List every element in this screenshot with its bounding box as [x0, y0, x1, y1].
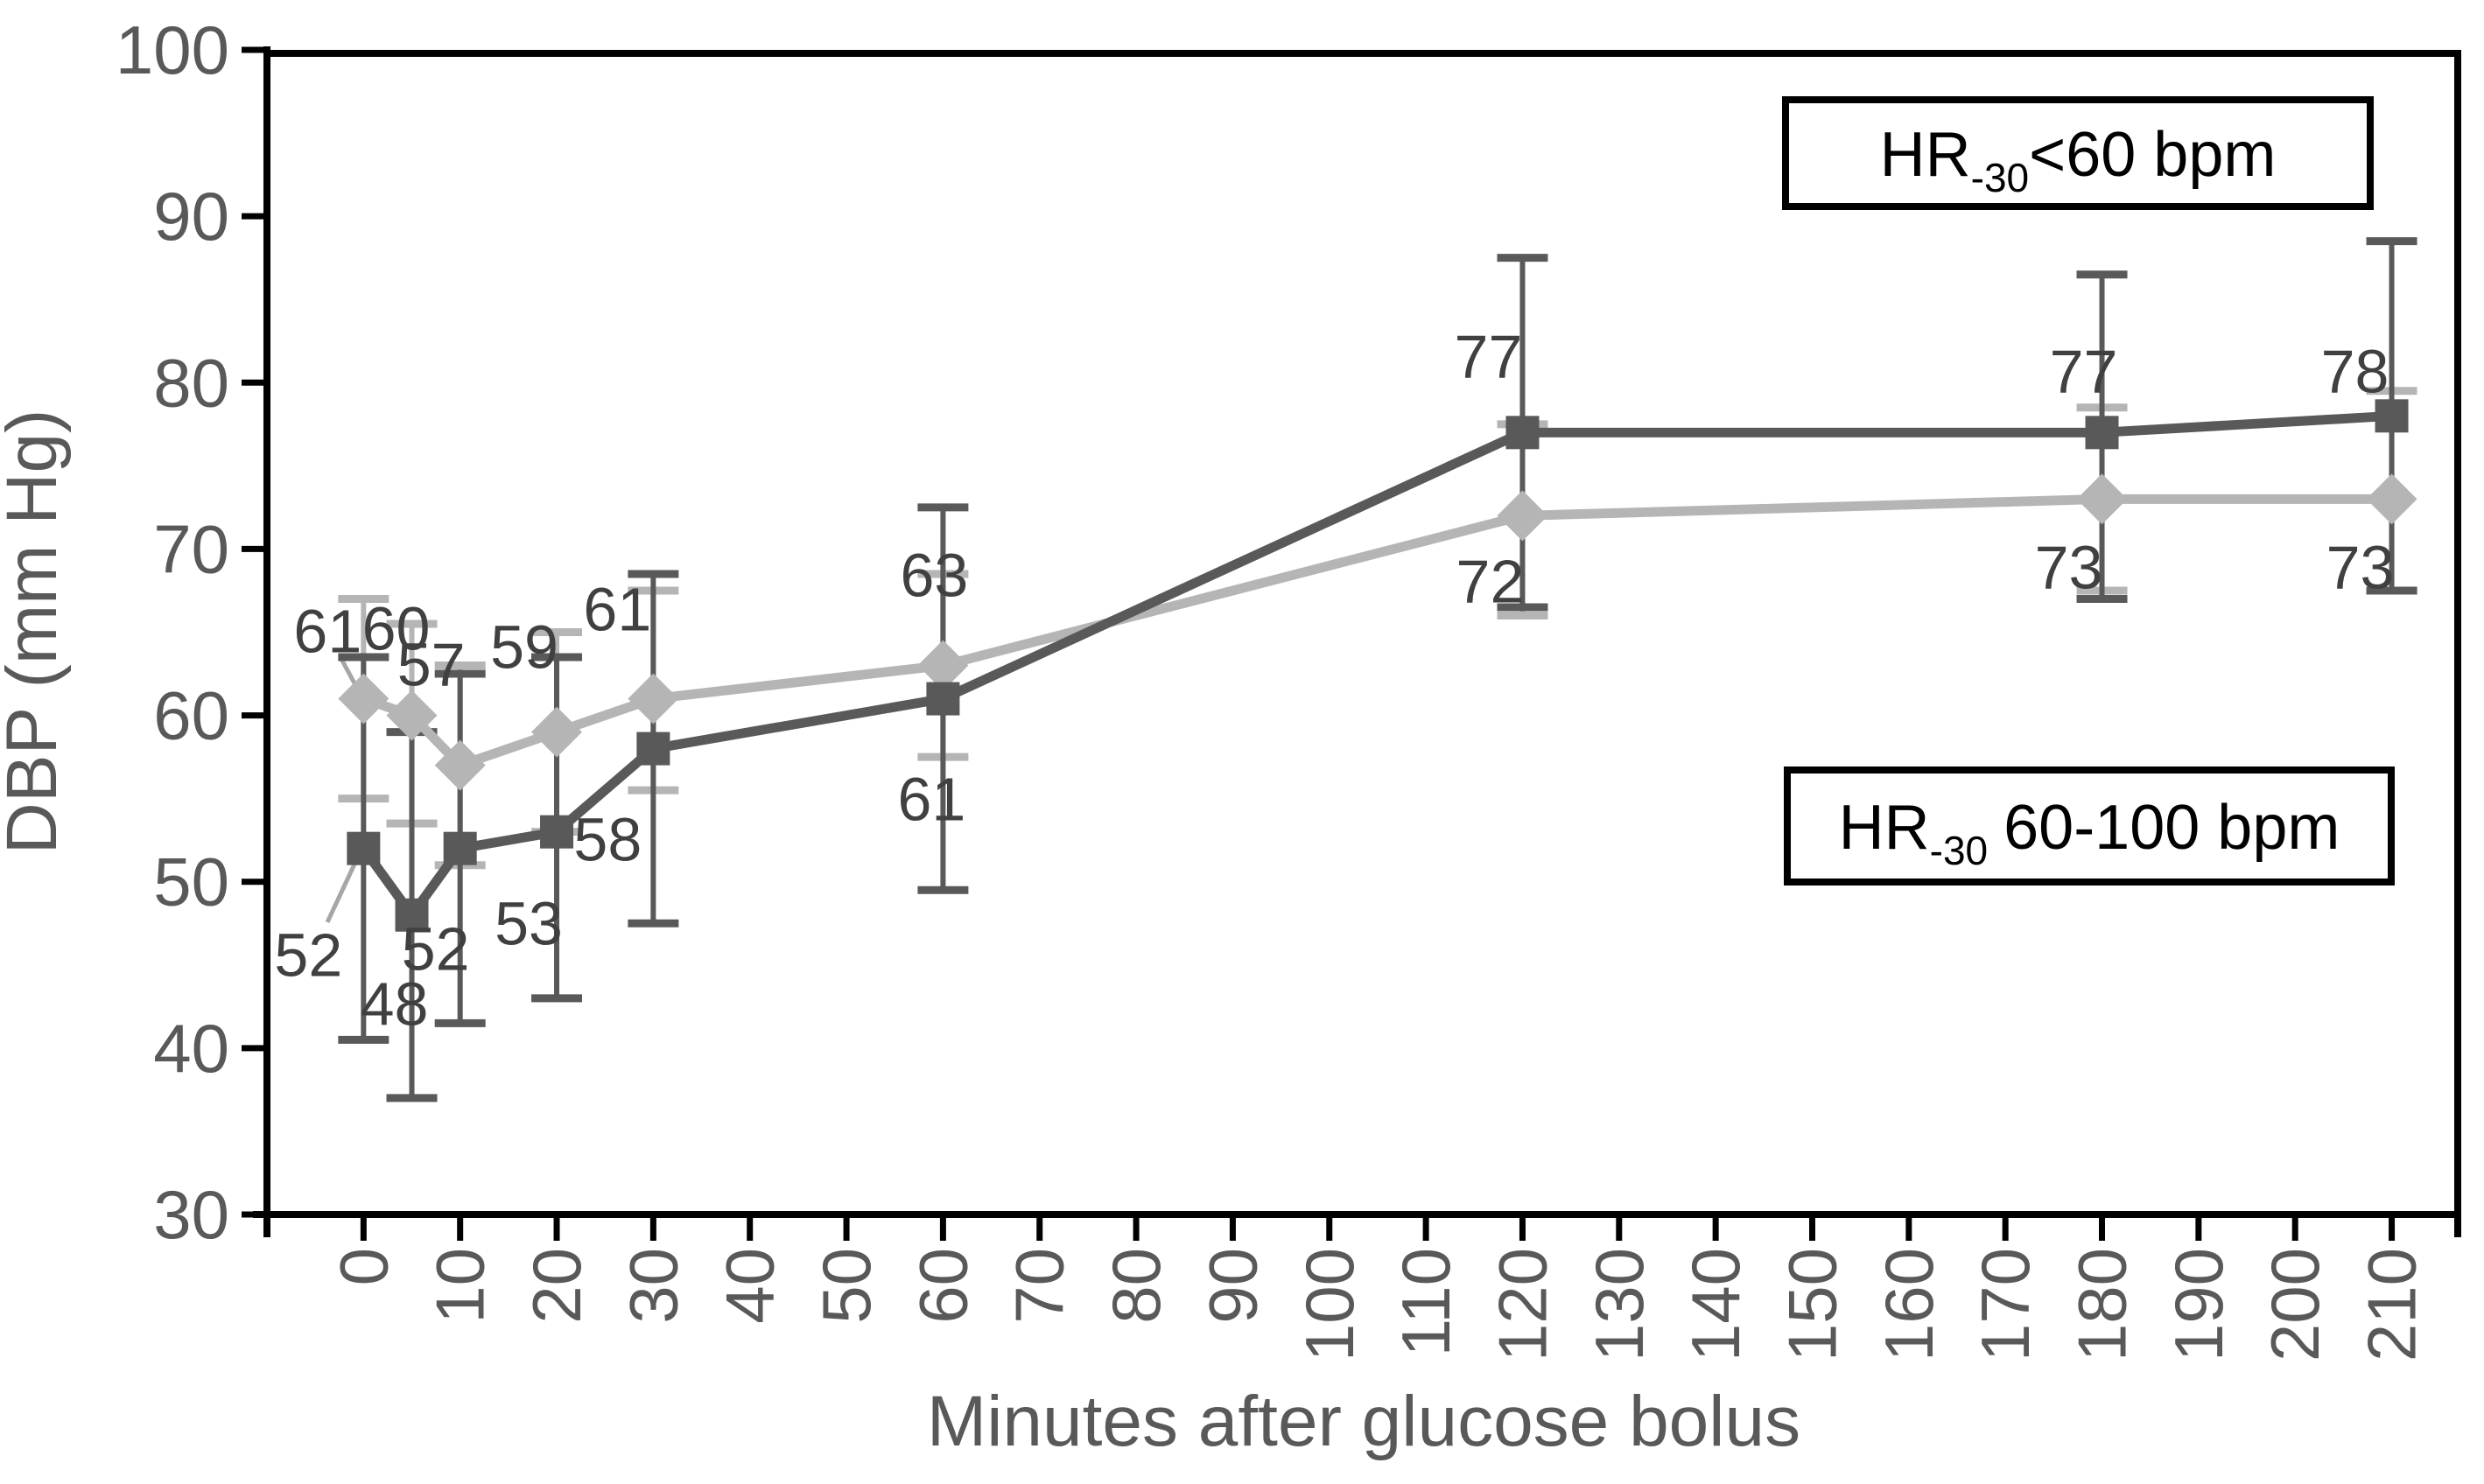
y-axis-title: DBP (mm Hg): [0, 410, 72, 855]
x-tick-label: 10: [422, 1248, 499, 1324]
legend-label-hr-60-100: HR-30 60-100 bpm: [1839, 793, 2340, 873]
legend-hr-rest: <60 bpm: [2029, 120, 2276, 190]
y-tick-label: 40: [153, 1010, 229, 1087]
legend-hr2-subscript: -30: [1930, 828, 1988, 873]
x-tick-label: 80: [1098, 1248, 1175, 1324]
x-tick-label: 60: [904, 1248, 981, 1324]
x-tick-label: 130: [1581, 1248, 1658, 1362]
x-tick-label: 150: [1773, 1248, 1850, 1362]
y-tick-label: 80: [153, 344, 229, 421]
x-tick-label: 100: [1291, 1248, 1368, 1362]
hr-60-100-data-point-marker: [386, 690, 438, 741]
hr-60-100-data-label: 63: [900, 542, 968, 610]
x-tick-label: 40: [712, 1248, 789, 1324]
hr-60-100-data-point-marker: [2076, 473, 2128, 525]
hr-60-100-data-point-marker: [628, 673, 679, 724]
x-tick-label: 180: [2064, 1248, 2141, 1362]
hr-60-100-data-label: 59: [490, 613, 558, 682]
hr-lt-60-data-label: 48: [361, 970, 429, 1039]
x-tick-label: 200: [2256, 1248, 2333, 1362]
hr-60-100-data-point-marker: [338, 673, 389, 724]
legend-hr-prefix: HR: [1880, 120, 1971, 190]
hr-lt-60-data-point-marker: [2085, 416, 2119, 450]
x-tick-label: 50: [808, 1248, 885, 1324]
x-tick-label: 160: [1870, 1248, 1947, 1362]
hr-lt-60-data-point-marker: [2375, 399, 2409, 433]
hr-lt-60-data-point-marker: [636, 732, 670, 766]
hr-60-100-data-point-marker: [531, 706, 583, 758]
label-leader-line: [325, 853, 361, 924]
hr-60-100-data-point-marker: [2366, 473, 2417, 525]
x-tick-label: 170: [1967, 1248, 2044, 1362]
x-tick-label: 120: [1484, 1248, 1561, 1362]
hr-lt-60-data-label: 77: [1455, 322, 1523, 390]
x-tick-label: 20: [518, 1248, 595, 1324]
legend-hr2-rest: 60-100 bpm: [2003, 793, 2340, 863]
y-tick-label: 100: [116, 11, 229, 88]
x-tick-label: 110: [1387, 1248, 1464, 1356]
legend-box-hr-lt-60-border: [1782, 96, 2374, 210]
x-axis-title: Minutes after glucose bolus: [927, 1382, 1800, 1461]
legend-box-hr-lt-60: HR-30<60 bpm: [1782, 96, 2374, 210]
hr-lt-60-data-point-marker: [926, 682, 960, 716]
legend-label-hr-lt-60: HR-30<60 bpm: [1880, 120, 2277, 200]
hr-60-100-data-label: 57: [397, 631, 466, 699]
hr-60-100-data-label: 61: [583, 576, 651, 644]
hr-60-100-data-label: 60: [362, 595, 431, 663]
x-tick-label: 190: [2160, 1248, 2237, 1362]
y-tick-label: 90: [153, 178, 229, 255]
hr-60-100-data-label: 73: [2035, 533, 2103, 601]
hr-lt-60-data-point-marker: [443, 831, 477, 865]
hr-lt-60-data-label: 77: [2050, 337, 2118, 405]
legend-box-hr-60-100: HR-30 60-100 bpm: [1784, 766, 2395, 886]
x-tick-label: 90: [1194, 1248, 1271, 1324]
hr-lt-60-data-label: 61: [897, 766, 965, 834]
hr-lt-60-data-point-marker: [347, 831, 381, 865]
hr-60-100-data-label: 73: [2326, 533, 2395, 601]
x-tick-label: 30: [614, 1248, 691, 1324]
hr-lt-60-data-label: 53: [495, 890, 563, 958]
x-tick-label: 210: [2354, 1248, 2431, 1362]
legend-hr-subscript: -30: [1971, 155, 2029, 200]
hr-60-100-data-label: 61: [293, 598, 361, 666]
hr-lt-60-data-point-marker: [395, 898, 429, 932]
y-tick-label: 50: [153, 844, 229, 920]
hr-lt-60-data-label: 52: [274, 921, 342, 990]
hr-lt-60-data-label: 52: [402, 915, 470, 984]
hr-lt-60-data-label: 78: [2321, 337, 2389, 405]
hr-60-100-data-label: 72: [1456, 547, 1525, 615]
y-tick-label: 70: [153, 510, 229, 587]
x-tick-label: 70: [1001, 1248, 1078, 1324]
hr-60-100-data-point-marker: [1497, 490, 1548, 542]
x-tick-label: 0: [325, 1248, 402, 1285]
hr-60-100-data-point-marker: [917, 640, 969, 691]
y-tick-label: 60: [153, 677, 229, 754]
hr-lt-60-data-point-marker: [1505, 416, 1540, 450]
hr-60-100-data-point-marker: [434, 739, 486, 791]
legend-box-hr-60-100-border: [1784, 766, 2395, 886]
legend-hr2-prefix: HR: [1839, 793, 1930, 863]
hr-lt-60-data-point-marker: [540, 815, 574, 849]
y-tick-label: 30: [153, 1176, 229, 1253]
hr-lt-60-data-label: 58: [573, 806, 642, 874]
x-tick-label: 140: [1677, 1248, 1754, 1362]
